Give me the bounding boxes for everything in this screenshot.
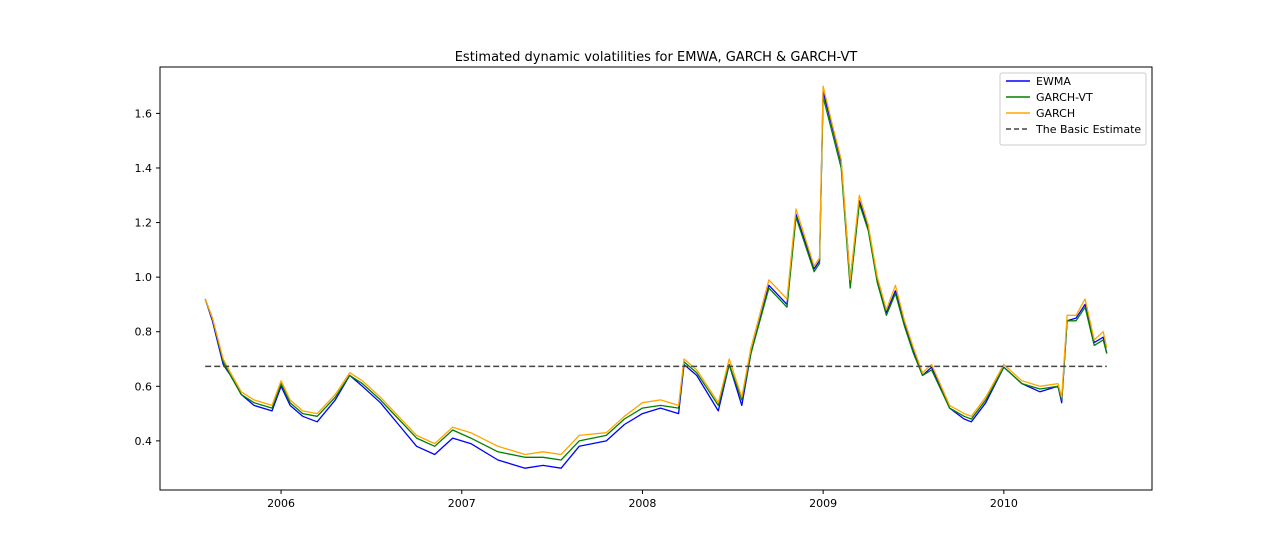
legend-label: GARCH [1036, 107, 1075, 120]
series-line-2 [204, 85, 1108, 456]
plot-frame [159, 66, 1153, 491]
x-tick-label: 2006 [267, 497, 295, 510]
y-tick-label: 1.6 [135, 107, 153, 120]
x-tick-label: 2009 [809, 497, 837, 510]
chart-title: Estimated dynamic volatilities for EMWA,… [455, 50, 858, 65]
series-layer [204, 85, 1108, 469]
y-tick-label: 0.4 [135, 435, 153, 448]
x-tick-label: 2008 [628, 497, 656, 510]
legend-label: The Basic Estimate [1035, 123, 1141, 136]
y-tick-label: 1.2 [135, 217, 153, 230]
y-tick-label: 0.8 [135, 326, 153, 339]
y-axis: 0.4 0.6 0.8 1.0 1.2 1.4 1.6 [135, 107, 160, 448]
series-line-0 [204, 90, 1108, 469]
x-tick-label: 2007 [448, 497, 476, 510]
y-tick-label: 0.6 [135, 380, 153, 393]
x-tick-label: 2010 [990, 497, 1018, 510]
y-tick-label: 1.0 [135, 271, 153, 284]
legend-box [999, 72, 1147, 146]
x-axis: 2006 2007 2008 2009 2010 [267, 490, 1018, 510]
legend: EWMA GARCH-VT GARCH The Basic Estimate [999, 72, 1147, 146]
legend-label: GARCH-VT [1036, 91, 1093, 104]
legend-label: EWMA [1036, 75, 1071, 88]
series-line-1 [204, 96, 1108, 461]
y-tick-label: 1.4 [135, 162, 153, 175]
